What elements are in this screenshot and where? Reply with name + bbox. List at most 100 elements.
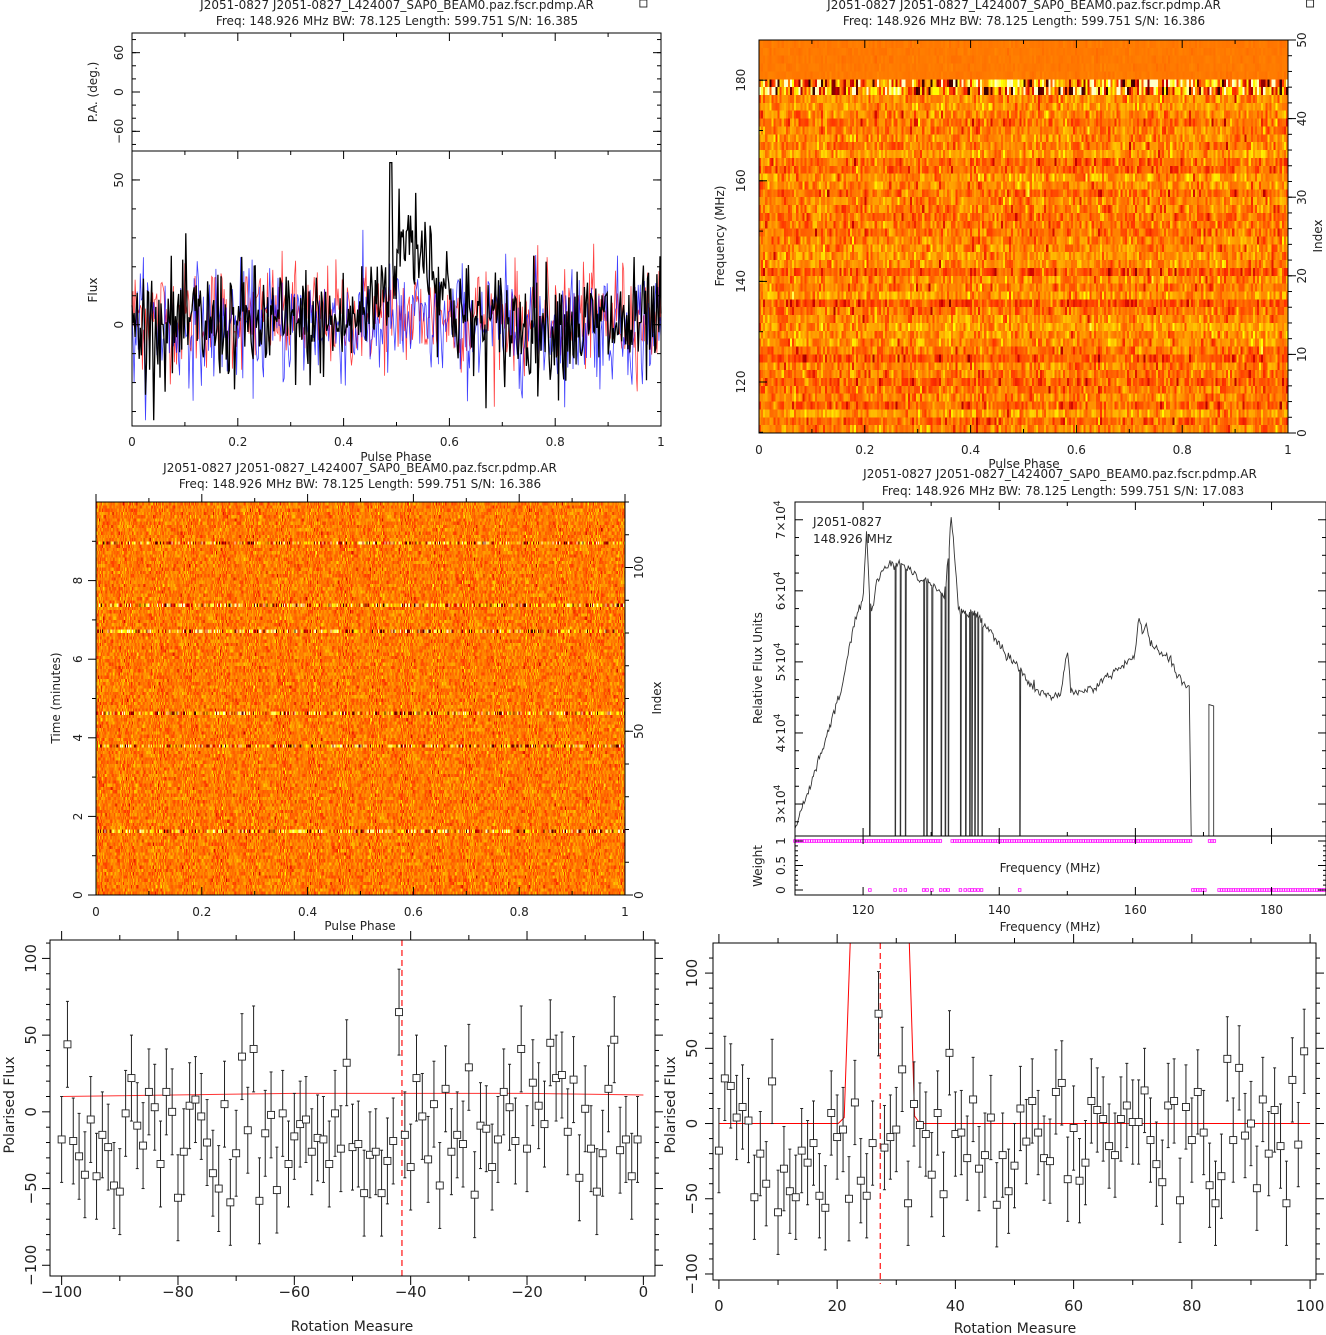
time-phase-ytick-label: 4: [71, 734, 85, 742]
rm-point: [75, 1152, 84, 1161]
freq-phase-xtick-label: 0.8: [1173, 443, 1192, 457]
rm-point: [459, 1140, 467, 1149]
rm-point: [429, 1100, 438, 1109]
rm-point: [354, 1140, 363, 1149]
rm-point: [1252, 1184, 1261, 1193]
weight-marker: [1188, 839, 1193, 843]
weight-marker-zero: [925, 888, 929, 892]
rm-point: [803, 1158, 812, 1167]
rm-ytick-label: 50: [22, 1026, 40, 1045]
time-phase-ylabel: Time (minutes): [49, 652, 63, 744]
profile-ytick-label: 50: [112, 172, 126, 187]
weight-marker: [938, 839, 943, 843]
rm-point: [868, 1139, 877, 1148]
freq-phase-y2label: Index: [1311, 219, 1325, 252]
rm-point: [1223, 1054, 1232, 1063]
rm-point: [57, 1135, 66, 1144]
rm-point: [424, 1155, 433, 1164]
rm-point: [1152, 1160, 1161, 1169]
rm-point: [360, 1189, 369, 1198]
rm-point: [1300, 1047, 1309, 1056]
rm-point: [610, 1035, 619, 1044]
rm-point: [1270, 1106, 1279, 1114]
weight-marker-zero: [921, 888, 926, 892]
profile-ylabel: Flux: [86, 278, 100, 303]
rm-point: [336, 1144, 345, 1153]
freq-phase-heatmap: [759, 40, 1288, 433]
bandpass-ytick-exponent: 4: [773, 500, 783, 506]
rm-point: [92, 1172, 101, 1181]
rm-point: [1122, 1101, 1131, 1110]
profile-xlabel: Pulse Phase: [360, 450, 431, 464]
time-phase-ytick-label: 2: [71, 813, 85, 821]
time-phase-xtick-label: 1: [621, 905, 629, 919]
freq-phase-ytick-label: 180: [734, 69, 748, 92]
rm-point: [121, 1109, 130, 1118]
rm-point: [214, 1184, 223, 1193]
rm-point: [540, 1120, 549, 1129]
rm-point: [862, 1191, 871, 1200]
rm-point: [992, 1200, 1001, 1209]
time-phase-image: [96, 502, 625, 895]
rm-xtick-label: 60: [1064, 1297, 1083, 1315]
rm-neg-ticks: −100 −80 −60 −40 −20 0 −100 −50 0 50 100: [22, 931, 663, 1301]
profile-title: J2051-0827 J2051-0827_L424007_SAP0_BEAM0…: [199, 0, 594, 12]
rm-point: [939, 1190, 948, 1199]
rm-point: [110, 1181, 118, 1190]
time-phase-ytick-label: 8: [71, 577, 85, 585]
rm-point: [1217, 1172, 1226, 1181]
bandpass-curve-segment: [1208, 703, 1215, 836]
bandpass-title: J2051-0827 J2051-0827_L424007_SAP0_BEAM0…: [862, 467, 1257, 481]
rm-xtick-label: −40: [395, 1283, 427, 1301]
rm-point: [208, 1169, 217, 1178]
rm-point: [557, 1071, 566, 1079]
rm-point: [898, 1065, 907, 1074]
rm-point: [162, 1087, 171, 1096]
bandpass-ytick-exponent: 4: [773, 713, 783, 719]
profile-plot-area: [131, 161, 662, 421]
rm-xtick-label: 80: [1182, 1297, 1201, 1315]
rm-point: [1057, 1078, 1066, 1087]
pa-frame: [131, 32, 662, 152]
time-phase-y2tick-label: 50: [632, 724, 646, 739]
rm-ytick-label: 0: [683, 1119, 701, 1129]
rm-pos-ticks: 0 20 40 60 80 100 −100 −50 0 50 100: [683, 934, 1324, 1315]
rm-point: [453, 1130, 462, 1139]
freq-phase-panel: J2051-0827 J2051-0827_L424007_SAP0_BEAM0…: [713, 0, 1325, 471]
rm-point: [546, 1038, 555, 1047]
rm-point: [1229, 1136, 1238, 1145]
freq-phase-title: J2051-0827 J2051-0827_L424007_SAP0_BEAM0…: [826, 0, 1221, 12]
rm-point: [809, 1139, 818, 1148]
profile-xtick-label: 0.6: [440, 435, 459, 449]
rm-point: [523, 1144, 531, 1153]
rm-point: [220, 1100, 229, 1109]
rm-neg-xlabel: Rotation Measure: [291, 1319, 414, 1335]
time-phase-heatmap: [96, 502, 625, 895]
rm-point: [1140, 1086, 1149, 1095]
rm-point: [1063, 1175, 1072, 1184]
rm-point: [980, 1151, 989, 1160]
freq-phase-xlabel: Pulse Phase: [988, 457, 1059, 471]
rm-point: [400, 1130, 409, 1139]
bandpass-ytick-exponent: 4: [773, 642, 783, 648]
rm-point: [756, 1149, 765, 1158]
bandpass-xlabel: Frequency (MHz): [1000, 920, 1101, 934]
rm-point: [86, 1115, 95, 1124]
rm-point: [621, 1135, 630, 1144]
rm-point: [587, 1144, 595, 1153]
freq-phase-ytick-label: 120: [734, 371, 748, 394]
weight-marker: [1203, 888, 1207, 892]
rm-xtick-label: −80: [162, 1283, 194, 1301]
rm-point: [639, 0, 648, 8]
rm-point: [168, 1107, 177, 1116]
rm-point: [517, 1044, 526, 1053]
rm-point: [127, 1074, 136, 1083]
rm-point: [957, 1128, 966, 1137]
weight-marker-zero: [1017, 888, 1022, 892]
freq-phase-xtick-label: 0: [755, 443, 763, 457]
rm-point: [633, 1135, 642, 1144]
rm-point: [569, 1075, 578, 1084]
weight-marker: [1212, 839, 1217, 843]
time-phase-xlabel: Pulse Phase: [324, 919, 395, 933]
